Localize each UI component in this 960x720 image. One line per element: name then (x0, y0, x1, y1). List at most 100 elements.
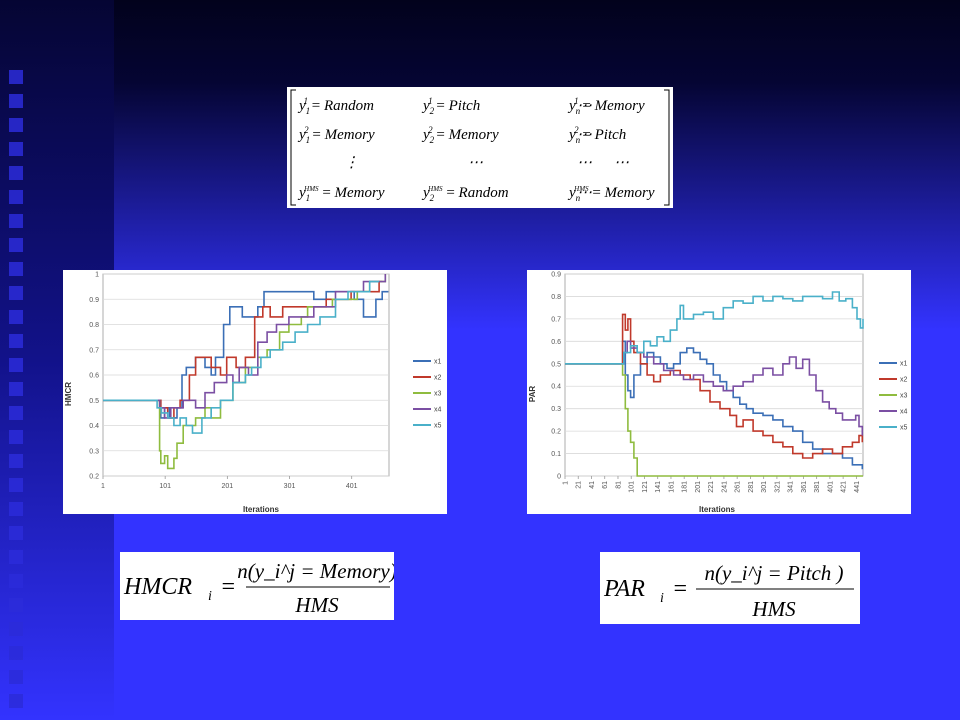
matrix-cell: ⋯ (577, 127, 592, 143)
y-tick-label: 0 (557, 474, 561, 481)
x-tick-label: 81 (615, 481, 622, 489)
hmcr-formula-subscript: i (208, 589, 212, 604)
x-tick-label: 221 (708, 481, 715, 493)
x-tick-label: 1 (563, 481, 570, 485)
side-square (9, 166, 23, 180)
hmcr-x-axis-label: Iterations (243, 505, 280, 514)
x-tick-label: 141 (655, 481, 662, 493)
par-x-axis-label: Iterations (699, 505, 736, 514)
side-square (9, 598, 23, 612)
matrix-left-bracket (290, 89, 296, 206)
x-tick-label: 361 (801, 481, 808, 493)
y-tick-label: 0.7 (551, 316, 561, 323)
series-line-x3 (565, 363, 863, 477)
hmcr-y-axis-label: HMCR (64, 382, 73, 406)
side-square (9, 238, 23, 252)
side-square (9, 358, 23, 372)
x-tick-label: 301 (284, 483, 296, 490)
x-tick-label: 101 (629, 481, 636, 493)
side-square (9, 502, 23, 516)
y-tick-label: 0.4 (89, 423, 99, 430)
matrix-cell: ynHMS = Memory (567, 185, 655, 203)
x-tick-label: 401 (827, 481, 834, 493)
matrix-cell: y2HMS = Random (421, 185, 509, 203)
matrix-cell: yn2 = Pitch (567, 125, 626, 145)
par-formula-svg: PAR i = n(y_i^j = Pitch ) HMS (603, 561, 854, 621)
series-line-x1 (103, 290, 389, 419)
x-tick-label: 421 (841, 481, 848, 493)
hmcr-formula-denominator: HMS (294, 593, 339, 617)
y-tick-label: 0.8 (89, 322, 99, 329)
side-square (9, 94, 23, 108)
matrix-cell: ⋯ (577, 185, 592, 201)
hmcr-formula-panel: HMCR i = n(y_i^j = Memory) HMS (120, 552, 394, 620)
side-square (9, 670, 23, 684)
side-square (9, 646, 23, 660)
y-tick-label: 0.5 (551, 361, 561, 368)
legend-label-x5: x5 (434, 423, 442, 430)
par-legend: x1 x2 x3 x4 x5 (879, 361, 908, 432)
legend-label-x1: x1 (900, 361, 908, 368)
legend-label-x4: x4 (900, 409, 908, 416)
side-square (9, 622, 23, 636)
x-tick-label: 1 (101, 483, 105, 490)
side-squares (9, 70, 23, 708)
matrix-svg: y11 = Random y21 = Pitch ⋯yn1 = Memoryy12 … (290, 89, 670, 206)
y-tick-label: 0.4 (551, 384, 561, 391)
par-formula-equals: = (672, 576, 688, 602)
side-square (9, 262, 23, 276)
side-square (9, 406, 23, 420)
series-line-x4 (565, 340, 864, 436)
series-line-x5 (103, 280, 380, 434)
x-tick-label: 281 (748, 481, 755, 493)
matrix-cell: y12 = Memory (297, 125, 375, 145)
hmcr-legend: x1 x2 x3 x4 x5 (413, 359, 442, 430)
matrix-cell: ⋮ (344, 155, 359, 171)
matrix-cell: yn1 = Memory (567, 96, 645, 116)
y-tick-label: 0.3 (551, 406, 561, 413)
y-tick-label: 0.1 (551, 451, 561, 458)
matrix-cell: ⋯ (577, 98, 592, 114)
legend-label-x2: x2 (434, 375, 442, 382)
legend-label-x3: x3 (434, 391, 442, 398)
hmcr-formula-numerator: n(y_i^j = Memory) (237, 559, 394, 583)
matrix-cell: y1HMS = Memory (297, 185, 385, 203)
hmcr-formula-lhs: HMCR (123, 574, 192, 600)
x-tick-label: 381 (814, 481, 821, 493)
y-tick-label: 0.9 (89, 297, 99, 304)
side-square (9, 214, 23, 228)
legend-label-x2: x2 (900, 377, 908, 384)
matrix-cell: y22 = Memory (421, 125, 499, 145)
matrix-panel: y11 = Random y21 = Pitch ⋯ yn1 = Memory y12 … (287, 87, 673, 208)
legend-label-x3: x3 (900, 393, 908, 400)
x-tick-label: 181 (682, 481, 689, 493)
par-formula-subscript: i (660, 591, 664, 606)
side-square (9, 286, 23, 300)
y-tick-label: 0.2 (551, 429, 561, 436)
y-tick-label: 0.8 (551, 294, 561, 301)
side-square (9, 382, 23, 396)
y-tick-label: 0.6 (89, 373, 99, 380)
legend-label-x4: x4 (434, 407, 442, 414)
par-formula-numerator: n(y_i^j = Pitch ) (704, 561, 843, 585)
y-tick-label: 0.2 (89, 474, 99, 481)
par-chart-panel: 0 0.1 0.2 0.3 0.4 0.5 0.6 0.7 0.8 0.9 1 21 41 61 81 10… (527, 270, 911, 514)
side-square (9, 310, 23, 324)
par-formula-denominator: HMS (751, 597, 796, 621)
y-tick-label: 1 (95, 272, 99, 279)
x-tick-label: 401 (346, 483, 358, 490)
x-tick-label: 441 (854, 481, 861, 493)
side-square (9, 478, 23, 492)
matrix-cells: y11 = Random y21 = Pitch ⋯yn1 = Memoryy12 … (297, 96, 655, 203)
side-square (9, 430, 23, 444)
side-square (9, 694, 23, 708)
x-tick-label: 321 (774, 481, 781, 493)
side-square (9, 574, 23, 588)
legend-label-x5: x5 (900, 425, 908, 432)
par-y-ticks: 0 0.1 0.2 0.3 0.4 0.5 0.6 0.7 0.8 0.9 (551, 272, 561, 481)
par-chart: 00.10.20.30.40.50.60.70.80.9 1 21 41 61 81 10… (528, 272, 908, 515)
side-square (9, 70, 23, 84)
side-square (9, 550, 23, 564)
hmcr-chart: 0.20.30.40.50.60.70.80.91 1 101 201 301 401 … (64, 272, 442, 515)
y-tick-label: 0.9 (551, 272, 561, 279)
